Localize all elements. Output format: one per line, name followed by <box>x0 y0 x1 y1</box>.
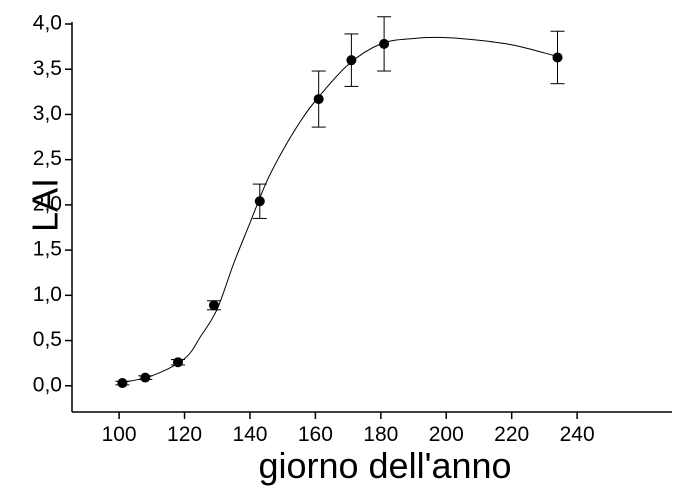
x-tick-label: 140 <box>232 423 267 446</box>
point <box>140 372 151 383</box>
x-tick-label: 220 <box>494 423 529 446</box>
point <box>208 300 219 311</box>
x-tick-label: 100 <box>102 423 137 446</box>
y-tick-label: 0,5 <box>33 328 62 351</box>
y-tick-label: 3,5 <box>33 57 62 80</box>
point <box>346 55 357 66</box>
point <box>552 52 563 63</box>
y-tick-label: 1,5 <box>33 238 62 261</box>
y-axis-title: LAI <box>25 178 66 232</box>
y-tick-label: 2,5 <box>33 147 62 170</box>
y-tick-label: 4,0 <box>33 12 62 35</box>
x-tick-label: 120 <box>167 423 202 446</box>
y-tick-label: 1,0 <box>33 283 62 306</box>
point <box>172 357 183 368</box>
y-tick-label: 3,0 <box>33 102 62 125</box>
x-tick-label: 200 <box>429 423 464 446</box>
point <box>117 378 128 389</box>
x-tick-label: 160 <box>298 423 333 446</box>
fit-curve <box>119 36 558 384</box>
point <box>313 94 324 105</box>
y-tick-label: 0,0 <box>33 373 62 396</box>
point <box>254 196 265 207</box>
x-tick-label: 240 <box>560 423 595 446</box>
point <box>379 38 390 49</box>
x-tick-label: 180 <box>363 423 398 446</box>
y-tick-label: 2,0 <box>33 192 62 215</box>
x-axis-title: giorno dell'anno <box>258 445 511 486</box>
